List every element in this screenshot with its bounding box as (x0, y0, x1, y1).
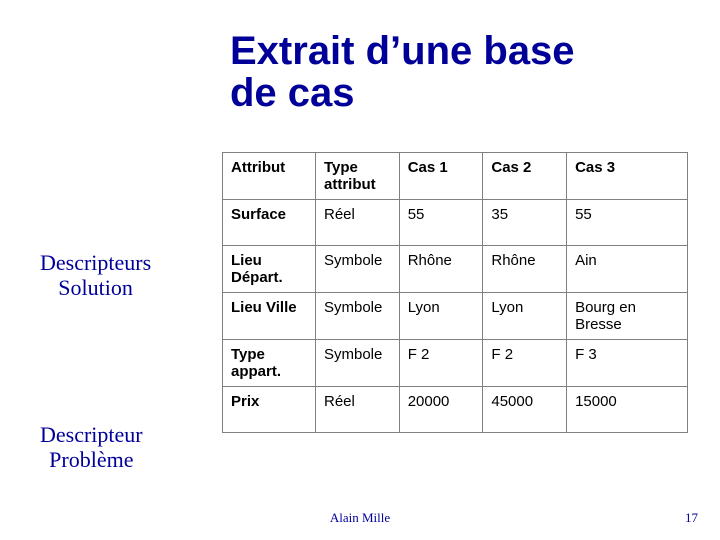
table-row: Type appart. Symbole F 2 F 2 F 3 (223, 340, 688, 387)
case-base-table: Attribut Type attribut Cas 1 Cas 2 Cas 3… (222, 152, 688, 433)
col-header: Cas 2 (483, 153, 567, 200)
cell: F 2 (399, 340, 483, 387)
title-line-1: Extrait d’une base (230, 29, 575, 73)
label-descripteur-probleme: Descripteur Problème (40, 422, 143, 473)
table-header-row: Attribut Type attribut Cas 1 Cas 2 Cas 3 (223, 153, 688, 200)
cell: F 2 (483, 340, 567, 387)
cell: 15000 (567, 387, 688, 433)
page-title: Extrait d’une base de cas (230, 30, 575, 114)
table: Attribut Type attribut Cas 1 Cas 2 Cas 3… (222, 152, 688, 433)
cell-attr: Prix (223, 387, 316, 433)
label-probleme-line2: Problème (49, 447, 133, 472)
cell: 55 (567, 200, 688, 246)
cell: 55 (399, 200, 483, 246)
col-header: Type attribut (316, 153, 400, 200)
label-descripteurs-solution: Descripteurs Solution (40, 250, 151, 301)
cell: Symbole (316, 340, 400, 387)
label-probleme-line1: Descripteur (40, 422, 143, 447)
cell: 45000 (483, 387, 567, 433)
cell-attr: Lieu Départ. (223, 246, 316, 293)
cell: Bourg en Bresse (567, 293, 688, 340)
cell: F 3 (567, 340, 688, 387)
col-header: Attribut (223, 153, 316, 200)
col-header: Cas 3 (567, 153, 688, 200)
title-line-2: de cas (230, 71, 355, 115)
slide: Extrait d’une base de cas Descripteurs S… (0, 0, 720, 540)
cell: Symbole (316, 246, 400, 293)
footer-page-number: 17 (685, 510, 698, 526)
table-row: Prix Réel 20000 45000 15000 (223, 387, 688, 433)
cell: Rhône (483, 246, 567, 293)
cell-attr: Surface (223, 200, 316, 246)
cell: 35 (483, 200, 567, 246)
label-solution-line1: Descripteurs (40, 250, 151, 275)
footer-author: Alain Mille (0, 510, 720, 526)
cell: Rhône (399, 246, 483, 293)
table-row: Surface Réel 55 35 55 (223, 200, 688, 246)
cell: Réel (316, 200, 400, 246)
cell: Ain (567, 246, 688, 293)
cell: Lyon (399, 293, 483, 340)
table-row: Lieu Départ. Symbole Rhône Rhône Ain (223, 246, 688, 293)
cell: Réel (316, 387, 400, 433)
cell-attr: Type appart. (223, 340, 316, 387)
cell: Symbole (316, 293, 400, 340)
cell: Lyon (483, 293, 567, 340)
col-header: Cas 1 (399, 153, 483, 200)
cell-attr: Lieu Ville (223, 293, 316, 340)
table-row: Lieu Ville Symbole Lyon Lyon Bourg en Br… (223, 293, 688, 340)
cell: 20000 (399, 387, 483, 433)
label-solution-line2: Solution (58, 275, 133, 300)
